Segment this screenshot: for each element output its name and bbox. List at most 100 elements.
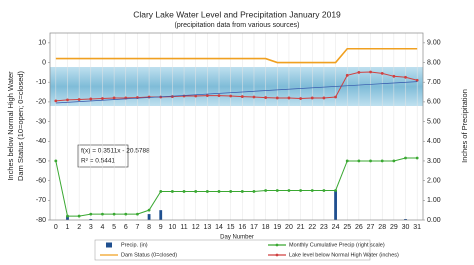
x-axis-title: Day Number [220,235,254,241]
series-marker [101,97,104,100]
series-marker [124,212,128,216]
series-marker [170,95,174,98]
series-marker [77,98,81,101]
series-marker [392,159,396,163]
series-marker [380,71,384,75]
plot-frame [49,32,424,221]
x-tick-label: 31 [413,224,421,231]
series-marker [101,212,104,216]
x-tick-label: 3 [89,224,93,231]
y-tick-label: -20 [36,99,46,106]
series-marker [287,189,291,192]
series-marker [54,99,58,103]
series-marker [264,189,268,192]
y-tick-label: 10 [38,40,46,47]
x-tick-label: 1 [66,224,70,231]
y2-tick-label: 0.00 [427,217,441,224]
x-tick-label: 11 [180,224,187,231]
legend-marker [275,243,279,247]
y-tick-label: -10 [36,79,46,86]
y2-tick-label: 6.00 [427,99,441,106]
y2-tick-label: 1.00 [427,197,441,204]
series-marker [275,189,279,192]
series-marker [322,96,326,100]
series-marker [54,159,58,163]
series-marker [369,70,372,74]
series-marker [334,189,337,192]
series-line [55,71,418,102]
x-tick-label: 2 [77,224,81,231]
y-tick-label: -30 [36,118,46,125]
series-marker [299,97,303,100]
series-marker [147,95,151,99]
series-marker [229,94,233,98]
legend-box [94,239,371,261]
x-tick-label: 7 [135,224,139,231]
series-marker [275,96,279,100]
legend-label: Lake level below Normal High Water (inch… [289,252,399,258]
series-marker [205,190,209,193]
trend-r2: R² = 0.5441 [81,158,116,165]
series-marker [404,156,407,160]
legend-marker [275,253,279,257]
y2-tick-label: 7.00 [427,79,441,86]
series-marker [170,190,174,193]
series-marker [159,190,163,193]
series-marker [310,96,314,100]
series-marker [299,189,303,192]
bar [334,190,337,220]
x-tick-label: 29 [390,224,398,231]
series-marker [380,159,384,163]
series-marker [415,78,419,82]
series-marker [404,75,407,79]
series-marker [334,95,337,99]
series-marker [229,190,233,193]
x-tick-label: 4 [101,224,105,231]
legend-swatch [106,242,112,248]
y-tick-label: -70 [36,197,46,204]
series-marker [369,159,372,163]
x-tick-label: 10 [168,224,176,231]
series-marker [205,94,209,97]
series-marker [89,97,93,101]
series-marker [112,96,116,100]
series-line [55,157,418,217]
series-marker [112,212,116,216]
series-marker [240,190,244,193]
trend-equation: f(x) = 0.3511x - 20.5788 [81,148,150,155]
series-marker [287,96,291,100]
y2-axis-title: Inches of Precipitation [460,89,469,163]
series-marker [147,208,151,212]
chart-title: Clary Lake Water Level and Precipitation… [133,9,341,19]
series-marker [217,94,221,97]
x-tick-label: 14 [215,224,223,231]
x-tick-label: 26 [355,224,363,231]
series-marker [415,156,419,160]
bar [159,210,163,220]
series-marker [252,190,256,193]
x-tick-label: 18 [262,224,270,231]
x-tick-label: 12 [192,224,200,231]
y2-tick-label: 5.00 [427,118,441,125]
y-axis-title: Inches below Normal High Water [6,71,15,181]
y-tick-label: 0 [42,59,46,66]
series-marker [66,98,69,102]
x-tick-label: 22 [308,224,316,231]
series-marker [77,214,81,218]
legend-label: Precip. (in) [121,242,148,248]
x-tick-label: 8 [147,224,151,231]
bar [147,214,151,220]
y-tick-label: -50 [36,158,46,165]
x-tick-label: 27 [367,224,375,231]
x-tick-label: 16 [238,224,246,231]
series-marker [322,189,326,192]
x-tick-label: 25 [343,224,351,231]
y-tick-label: -40 [36,138,46,145]
series-marker [252,95,256,99]
x-tick-label: 23 [320,224,328,231]
series-marker [136,212,139,216]
x-tick-label: 9 [159,224,163,231]
x-tick-label: 17 [250,224,258,231]
y2-tick-label: 8.00 [427,59,441,66]
